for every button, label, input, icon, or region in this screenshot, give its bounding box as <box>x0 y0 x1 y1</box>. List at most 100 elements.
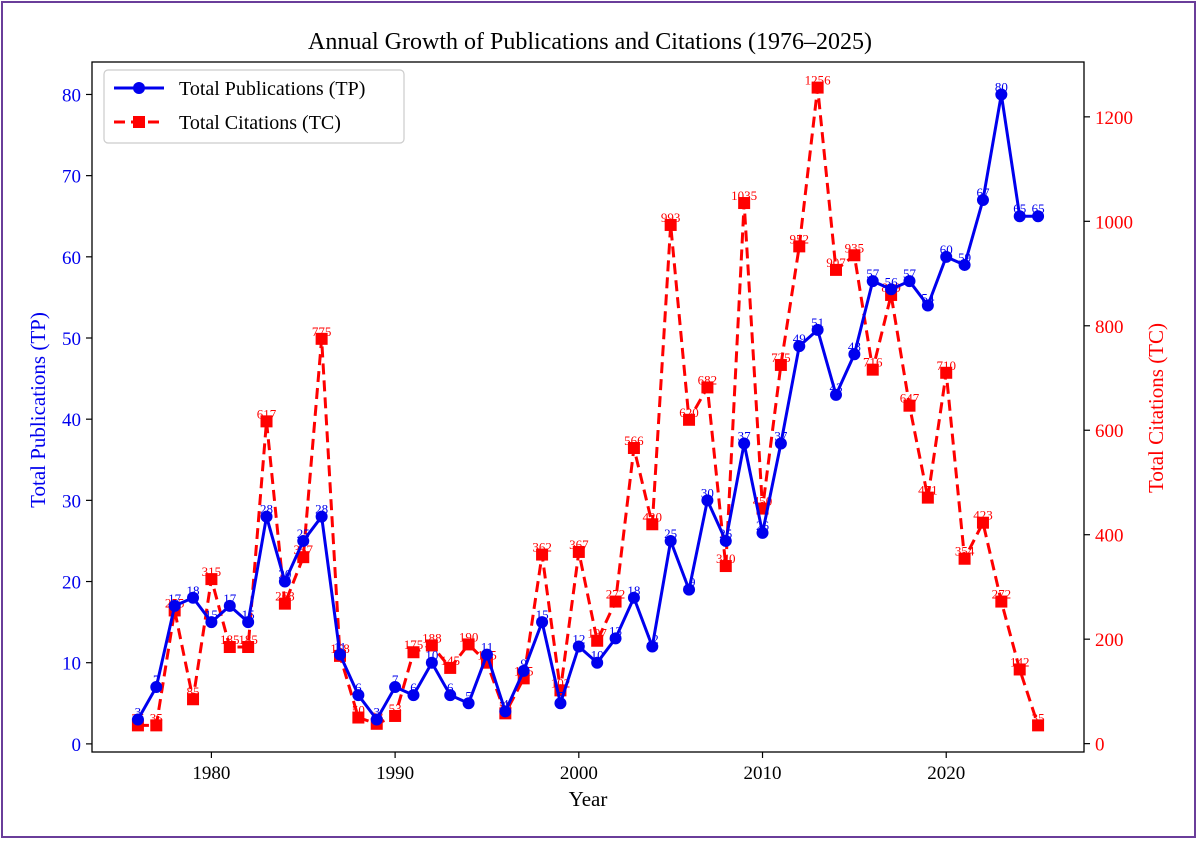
data-label-tc: 1256 <box>805 73 832 88</box>
data-point-tc <box>278 597 291 610</box>
right-y-tick-label: 0 <box>1095 735 1105 756</box>
data-point-tp <box>1032 210 1045 223</box>
x-tick-label: 2000 <box>560 763 598 784</box>
data-label-tc: 1035 <box>731 188 757 203</box>
data-label-tp: 48 <box>848 339 861 354</box>
left-y-tick-label: 30 <box>62 491 81 512</box>
data-point-tc <box>187 693 200 706</box>
data-label-tp: 25 <box>719 526 732 541</box>
data-label-tp: 43 <box>830 380 843 395</box>
data-point-tc <box>646 518 659 531</box>
data-point-tp <box>517 664 530 677</box>
data-label-tp: 3 <box>373 705 380 720</box>
x-tick-label: 1980 <box>192 763 230 784</box>
data-point-tp <box>793 340 806 353</box>
data-label-tc: 420 <box>643 509 663 524</box>
right-y-tick-label: 400 <box>1095 526 1124 547</box>
data-label-tp: 37 <box>774 429 788 444</box>
data-point-tp <box>976 194 989 206</box>
data-label-tc: 142 <box>1010 654 1030 669</box>
data-label-tc: 185 <box>220 632 240 647</box>
data-label-tp: 6 <box>447 680 454 695</box>
data-label-tp: 28 <box>315 502 328 517</box>
data-point-tp <box>664 534 677 547</box>
data-label-tp: 20 <box>278 567 291 582</box>
data-label-tc: 50 <box>352 703 365 718</box>
left-y-axis-label: Total Publications (TP) <box>26 312 50 508</box>
data-point-tc <box>223 641 236 654</box>
data-point-tc <box>701 381 714 394</box>
data-point-tp <box>425 656 438 669</box>
series-tc: 3535255853151851856172683577751685038531… <box>131 73 1045 732</box>
data-label-tc: 175 <box>404 637 424 652</box>
data-point-tc <box>1032 719 1045 732</box>
data-point-tc <box>260 415 273 428</box>
data-point-tc <box>609 595 622 608</box>
data-label-tp: 15 <box>536 607 549 622</box>
data-point-tp <box>719 534 732 547</box>
data-point-tp <box>866 275 879 288</box>
right-y-axis-label: Total Citations (TC) <box>1144 323 1168 493</box>
data-label-tc: 145 <box>440 653 460 668</box>
data-label-tp: 59 <box>958 250 971 265</box>
data-label-tp: 28 <box>260 502 273 517</box>
data-point-tc <box>627 442 640 455</box>
data-label-tp: 18 <box>187 583 200 598</box>
x-tick-label: 2020 <box>927 763 965 784</box>
right-y-axis: 0 200 400 600 800 1000 1200 <box>1084 108 1133 756</box>
data-point-tp <box>205 616 218 629</box>
data-label-tp: 37 <box>738 429 752 444</box>
data-label-tp: 6 <box>410 680 417 695</box>
x-axis-label: Year <box>569 787 608 811</box>
data-point-tc <box>811 81 824 94</box>
right-y-tick-label: 800 <box>1095 317 1124 338</box>
data-point-tp <box>131 713 144 726</box>
left-y-tick-label: 70 <box>62 167 81 188</box>
data-label-tp: 56 <box>885 274 899 289</box>
data-point-tp <box>407 689 420 702</box>
data-label-tc: 620 <box>679 405 699 420</box>
data-label-tc: 716 <box>863 355 883 370</box>
legend-marker-tp <box>133 82 145 94</box>
data-label-tc: 775 <box>312 324 332 339</box>
data-point-tc <box>738 197 751 210</box>
data-point-tc <box>352 711 365 724</box>
data-label-tp: 11 <box>481 640 494 655</box>
x-tick-label: 2010 <box>744 763 782 784</box>
data-label-tp: 9 <box>520 656 527 671</box>
data-label-tp: 7 <box>153 672 160 687</box>
data-point-tc <box>297 551 310 564</box>
data-point-tc <box>958 552 971 565</box>
data-label-tc: 682 <box>698 372 718 387</box>
data-label-tc: 53 <box>389 701 402 716</box>
data-label-tc: 197 <box>587 626 607 641</box>
data-label-tp: 15 <box>205 607 218 622</box>
data-point-tc <box>866 363 879 376</box>
data-point-tc <box>536 548 549 561</box>
data-label-tp: 65 <box>1032 201 1045 216</box>
data-point-tc <box>572 545 585 558</box>
data-label-tc: 85 <box>187 684 200 699</box>
data-label-tc: 647 <box>900 391 920 406</box>
left-y-tick-label: 80 <box>62 85 81 106</box>
data-point-tp <box>242 616 255 629</box>
data-point-tc <box>315 332 328 345</box>
data-point-tp <box>352 689 365 702</box>
data-label-tp: 17 <box>168 591 182 606</box>
legend-label-tc: Total Citations (TC) <box>179 112 341 134</box>
data-point-tc <box>830 263 842 276</box>
data-point-tp <box>756 526 769 539</box>
series-line-tc <box>137 86 1040 727</box>
data-label-tc: 710 <box>936 358 956 373</box>
left-y-tick-label: 0 <box>72 735 82 756</box>
data-label-tc: 952 <box>790 231 810 246</box>
left-y-axis: 0 10 20 30 40 50 60 70 80 <box>62 85 92 756</box>
data-label-tp: 10 <box>591 648 604 663</box>
data-label-tc: 354 <box>955 544 975 559</box>
data-label-tc: 617 <box>257 406 277 421</box>
data-label-tp: 3 <box>135 705 142 720</box>
data-label-tp: 65 <box>1013 201 1026 216</box>
data-point-tp <box>774 437 787 450</box>
x-tick-label: 1990 <box>376 763 414 784</box>
